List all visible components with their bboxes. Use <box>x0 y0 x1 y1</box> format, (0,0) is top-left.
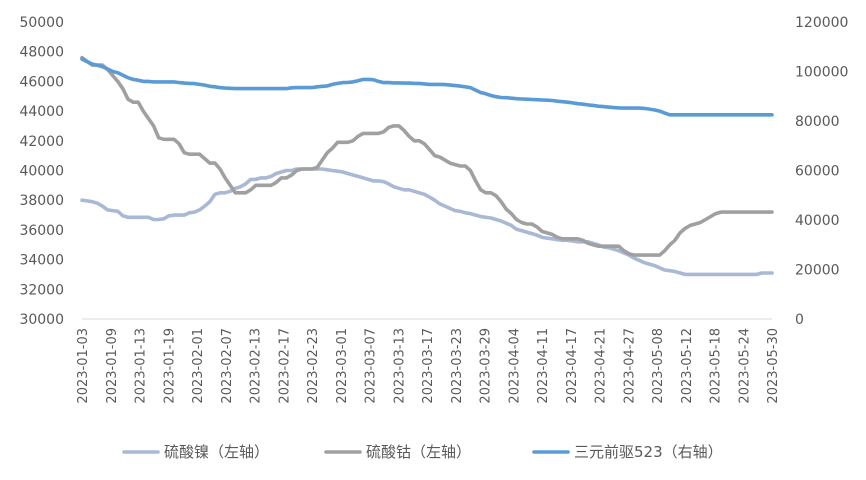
x-axis-tick-label: 2023-03-23 <box>450 328 465 404</box>
legend-label-1: 硫酸钴（左轴） <box>366 443 471 461</box>
x-axis-tick-label: 2023-04-17 <box>565 328 580 404</box>
right-axis-tick-label: 0 <box>795 312 804 328</box>
x-axis-tick-label: 2023-02-13 <box>249 328 264 404</box>
legend-label-2: 三元前驱523（右轴） <box>574 443 723 461</box>
right-axis-ticks: 0 20000 40000 60000 80000 100000 120000 <box>795 15 848 328</box>
x-axis-tick-label: 2023-04-27 <box>622 328 637 404</box>
x-axis-tick-label: 2023-02-01 <box>191 328 206 404</box>
legend: 硫酸镍（左轴） 硫酸钴（左轴） 三元前驱523（右轴） <box>122 443 723 461</box>
x-axis-tick-label: 2023-05-08 <box>651 328 666 404</box>
left-axis-tick-label: 50000 <box>19 15 64 31</box>
right-axis-tick-label: 20000 <box>795 263 840 279</box>
right-axis-tick-label: 120000 <box>795 15 848 31</box>
right-axis-tick-label: 80000 <box>795 114 840 130</box>
x-axis-tick-label: 2023-01-03 <box>76 328 91 404</box>
x-axis-tick-label: 2023-02-23 <box>306 328 321 404</box>
x-axis-tick-label: 2023-05-12 <box>680 328 695 404</box>
x-axis-tick-label: 2023-03-01 <box>335 328 350 404</box>
left-axis-tick-label: 46000 <box>19 74 64 90</box>
left-axis-tick-label: 36000 <box>19 223 64 239</box>
series-layer <box>80 55 774 277</box>
left-axis-tick-label: 40000 <box>19 164 64 180</box>
x-axis-tick-label: 2023-03-07 <box>364 328 379 404</box>
x-axis-tick-label: 2023-03-17 <box>421 328 436 404</box>
right-axis-tick-label: 100000 <box>795 65 848 81</box>
left-axis-tick-label: 32000 <box>19 282 64 298</box>
x-axis-tick-label: 2023-04-04 <box>507 328 522 404</box>
x-axis-tick-label: 2023-05-18 <box>709 328 724 404</box>
series-line-2 <box>80 57 774 117</box>
left-axis-tick-label: 38000 <box>19 193 64 209</box>
x-axis-tick-label: 2023-02-07 <box>220 328 235 404</box>
series-line-0 <box>80 167 774 277</box>
series-line-1 <box>80 55 774 257</box>
left-axis-tick-label: 30000 <box>19 312 64 328</box>
right-axis-tick-label: 40000 <box>795 213 840 229</box>
x-axis-tick-label: 2023-02-17 <box>277 328 292 404</box>
x-axis-tick-label: 2023-01-09 <box>105 328 120 404</box>
x-axis-tick-label: 2023-04-11 <box>536 328 551 404</box>
x-axis-tick-label: 2023-05-24 <box>737 328 752 404</box>
x-axis-tick-label: 2023-01-19 <box>162 328 177 404</box>
left-axis-tick-label: 48000 <box>19 45 64 61</box>
x-axis-tick-label: 2023-04-21 <box>594 328 609 404</box>
x-axis-ticks: 2023-01-03 2023-01-09 2023-01-13 2023-01-19… <box>76 328 781 404</box>
x-axis-tick-label: 2023-05-30 <box>766 328 781 404</box>
left-axis-tick-label: 42000 <box>19 134 64 150</box>
left-axis-ticks: 30000 32000 34000 36000 38000 40000 42000 44000… <box>19 15 64 328</box>
x-axis-tick-label: 2023-01-13 <box>134 328 149 404</box>
left-axis-tick-label: 34000 <box>19 253 64 269</box>
legend-label-0: 硫酸镍（左轴） <box>164 443 269 461</box>
left-axis-tick-label: 44000 <box>19 104 64 120</box>
x-axis-tick-label: 2023-03-29 <box>479 328 494 404</box>
right-axis-tick-label: 60000 <box>795 164 840 180</box>
x-axis-tick-label: 2023-03-13 <box>392 328 407 404</box>
